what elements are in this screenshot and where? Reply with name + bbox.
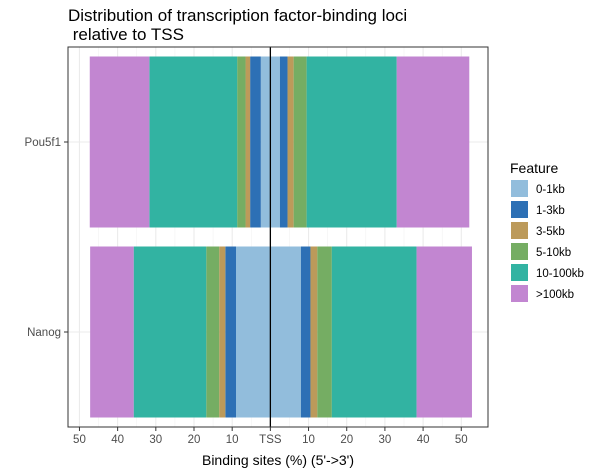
x-tick-label: 20 — [188, 434, 201, 446]
bar-segment — [270, 246, 301, 418]
chart-title-line-1: Distribution of transcription factor-bin… — [68, 6, 407, 25]
legend-key — [511, 243, 528, 260]
bar-segment — [225, 246, 236, 418]
x-tick-label: 40 — [417, 434, 430, 446]
bar-segment — [250, 56, 261, 228]
chart-title-line-2: relative to TSS — [68, 25, 184, 44]
legend-key — [511, 285, 528, 302]
x-tick-label: TSS — [259, 434, 282, 446]
bar-segment — [287, 56, 294, 228]
plot-panel — [67, 46, 489, 428]
bar-segment — [89, 56, 150, 228]
legend-title: Feature — [510, 160, 558, 176]
legend-label: 1-3kb — [536, 205, 565, 217]
legend-key — [511, 201, 528, 218]
legend-key — [511, 180, 528, 197]
bar-segment — [416, 246, 472, 418]
bar-segment — [245, 56, 251, 228]
bar-segment — [237, 56, 246, 228]
bar-segment — [149, 56, 238, 228]
bar-segment — [270, 56, 280, 228]
x-axis-title: Binding sites (%) (5'->3') — [202, 452, 354, 468]
bar-segment — [279, 56, 288, 228]
legend-label: 0-1kb — [536, 184, 565, 196]
x-tick-label: 30 — [149, 434, 162, 446]
bar-segment — [300, 246, 311, 418]
bar-segment — [206, 246, 220, 418]
x-tick-label: 50 — [73, 434, 86, 446]
y-tick-label: Nanog — [27, 327, 61, 339]
bar-segment — [90, 246, 134, 418]
x-tick-label: 40 — [111, 434, 124, 446]
legend-key — [511, 222, 528, 239]
legend-key — [511, 264, 528, 281]
x-tick-label: 30 — [379, 434, 392, 446]
legend-label: >100kb — [536, 289, 574, 301]
bar-segment — [317, 246, 332, 418]
bars — [89, 56, 472, 418]
bar-segment — [293, 56, 307, 228]
legend: Feature 0-1kb 1-3kb 3-5kb 5-10kb 10-100kb >10… — [510, 160, 584, 302]
y-tick-label: Pou5f1 — [25, 137, 61, 149]
x-tick-label: 10 — [302, 434, 315, 446]
legend-label: 10-100kb — [536, 268, 584, 280]
bar-segment — [219, 246, 226, 418]
bar-segment — [260, 56, 271, 228]
x-tick-label: 50 — [455, 434, 468, 446]
plot-border — [67, 46, 489, 428]
bar-segment — [396, 56, 470, 228]
bar-segment — [310, 246, 318, 418]
legend-label: 3-5kb — [536, 226, 565, 238]
bar-segment — [236, 246, 271, 418]
x-tick-label: 20 — [340, 434, 353, 446]
y-axis: Pou5f1 Nanog — [25, 137, 68, 339]
bar-segment — [306, 56, 397, 228]
legend-label: 5-10kb — [536, 247, 571, 259]
x-tick-label: 10 — [226, 434, 239, 446]
x-axis: 50 40 30 20 10 TSS 10 20 30 40 50 — [73, 427, 468, 446]
bar-segment — [133, 246, 207, 418]
bar-segment — [331, 246, 417, 418]
